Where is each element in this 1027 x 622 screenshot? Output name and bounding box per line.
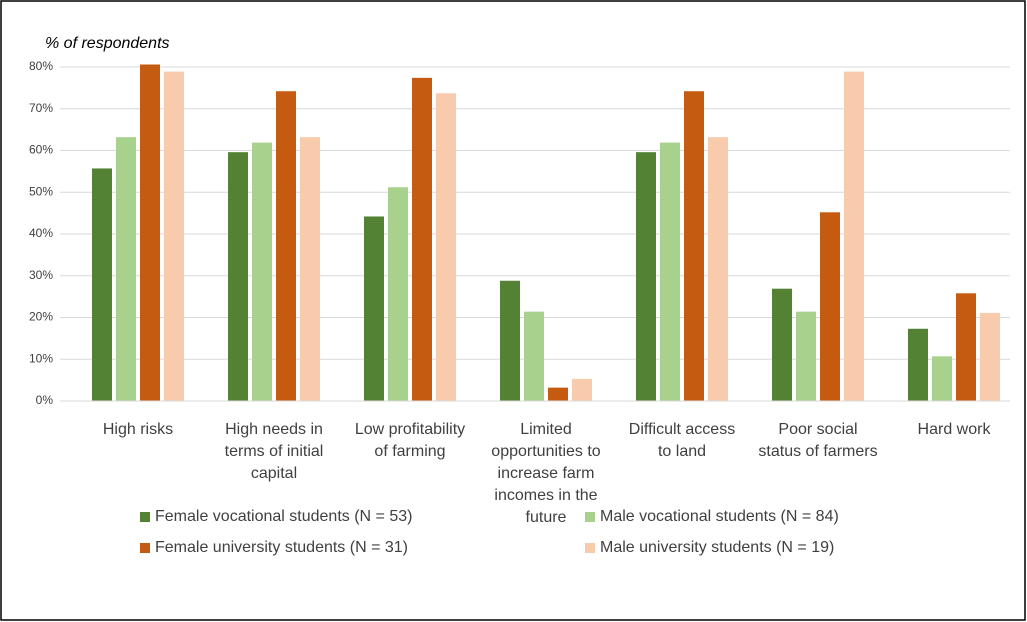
bar (300, 137, 320, 401)
x-tick-label-line: Hard work (918, 421, 992, 438)
bar (820, 212, 840, 401)
bar (364, 216, 384, 401)
bar (844, 71, 864, 401)
legend-swatch (140, 512, 150, 522)
y-tick-label: 30% (29, 268, 53, 282)
legend-label: Male vocational students (N = 84) (600, 508, 839, 525)
bar (252, 142, 272, 401)
bar (908, 328, 928, 401)
bar (388, 187, 408, 401)
legend-swatch (140, 543, 150, 553)
legend-label: Male university students (N = 19) (600, 539, 834, 556)
bar (436, 93, 456, 402)
bar (708, 137, 728, 401)
x-tick-label: Poor social status of farmers (758, 421, 877, 460)
x-tick-label-line: High needs in (225, 421, 323, 438)
bar (500, 280, 520, 401)
y-tick-label: 50% (29, 184, 53, 198)
y-tick-label: 40% (29, 226, 53, 240)
bar (572, 378, 592, 401)
bar (956, 293, 976, 401)
bar (772, 288, 792, 401)
x-tick-label-line: incomes in the (494, 487, 597, 504)
bar (932, 356, 952, 401)
bar (92, 168, 112, 401)
x-tick-label-line: capital (251, 465, 297, 482)
x-tick-label: Low profitability of farming (355, 421, 465, 460)
y-tick-label: 80% (29, 59, 53, 73)
y-tick-label: 20% (29, 310, 53, 324)
x-tick-label-line: to land (658, 443, 706, 460)
legend-label: Female university students (N = 31) (155, 539, 408, 556)
x-tick-label-line: Limited (520, 421, 572, 438)
x-tick-label-line: Low profitability (355, 421, 465, 438)
y-tick-label: 60% (29, 143, 53, 157)
y-tick-label: 0% (36, 393, 54, 407)
bar (548, 387, 568, 401)
x-tick-label-line: of farming (374, 443, 445, 460)
bar (636, 152, 656, 401)
bar (140, 64, 160, 402)
bar (228, 152, 248, 401)
bar (796, 311, 816, 401)
x-tick-label-line: future (526, 509, 567, 526)
y-tick-label: 70% (29, 101, 53, 115)
legend-swatch (585, 543, 595, 553)
x-tick-label-line: increase farm (498, 465, 595, 482)
bar (276, 91, 296, 401)
bar (980, 312, 1000, 401)
bar (116, 137, 136, 401)
x-tick-label-line: Difficult access (629, 421, 735, 438)
x-tick-label-line: Poor social (778, 421, 857, 438)
x-tick-label-line: terms of initial (225, 443, 324, 460)
legend-label: Female vocational students (N = 53) (155, 508, 412, 525)
x-tick-label-line: High risks (103, 421, 173, 438)
bar (164, 71, 184, 401)
x-tick-label: High needs in terms of initial capital (225, 421, 324, 482)
y-tick-label: 10% (29, 351, 53, 365)
x-tick-label: High risks (103, 421, 173, 438)
x-tick-label: Difficult access to land (629, 421, 735, 460)
legend-swatch (585, 512, 595, 522)
x-tick-label: Hard work (918, 421, 992, 438)
bar (412, 77, 432, 401)
bar (524, 311, 544, 401)
x-tick-label: Limited opportunities to increase farm inco… (491, 421, 601, 526)
y-axis-label: % of respondents (45, 35, 170, 52)
x-tick-label-line: status of farmers (758, 443, 877, 460)
x-tick-label-line: opportunities to (491, 443, 601, 460)
bar (660, 142, 680, 401)
bar (684, 91, 704, 401)
